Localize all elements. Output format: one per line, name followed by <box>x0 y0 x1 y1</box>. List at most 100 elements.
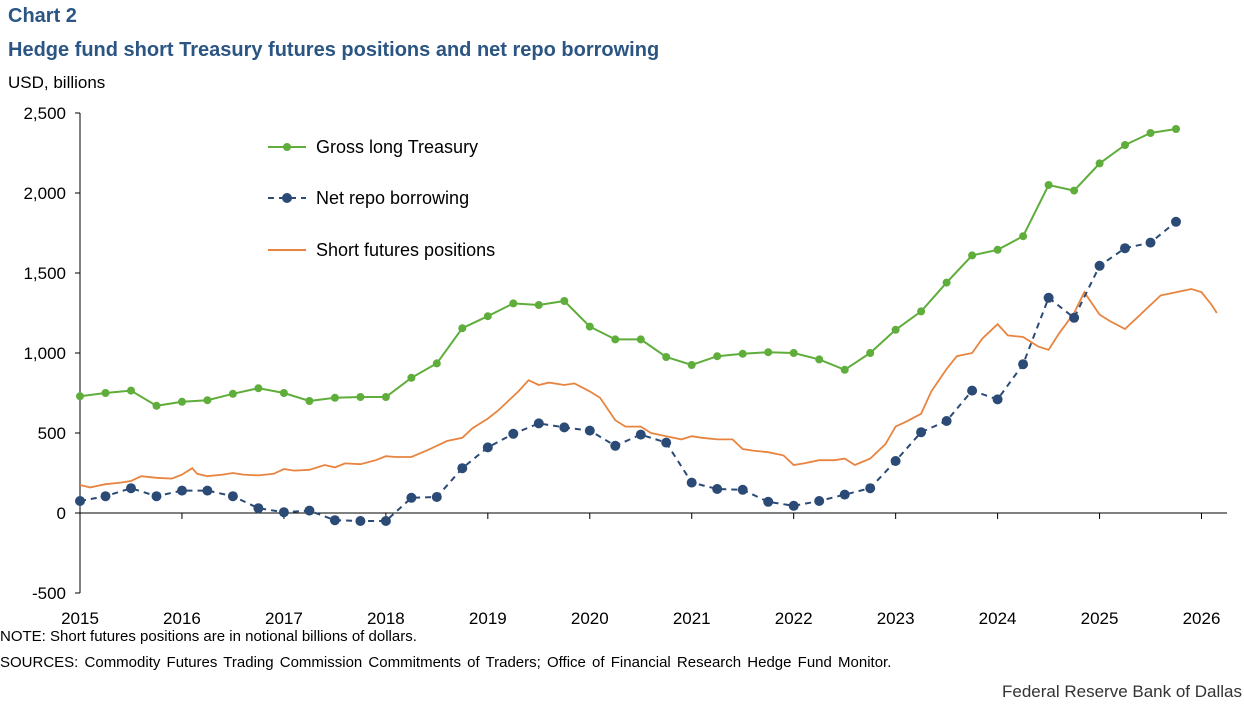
gross-long-treasury-point <box>509 299 518 308</box>
gross-long-treasury-point <box>942 278 951 287</box>
net-repo-borrowing-point <box>253 503 264 514</box>
y-tick-label: 0 <box>57 504 66 523</box>
gross-long-treasury-point <box>1019 232 1028 241</box>
net-repo-borrowing-point <box>126 483 136 494</box>
net-repo-borrowing-point <box>533 418 544 429</box>
x-tick-label: 2020 <box>571 609 609 628</box>
gross-long-treasury-point <box>305 397 314 405</box>
net-repo-borrowing-point <box>227 491 238 502</box>
gross-long-treasury-point <box>993 245 1002 254</box>
gross-long-treasury-point <box>1070 186 1079 195</box>
chart-axes: -500 0 500 1,000 1,500 2,000 2,500 2015 2016 2017… <box>23 104 1227 628</box>
gross-long-treasury-point <box>330 393 339 402</box>
gross-long-treasury-point <box>968 251 977 260</box>
footnote-note: NOTE: Short futures positions are in not… <box>0 628 417 645</box>
short-futures-positions-line <box>79 288 1218 489</box>
gross-long-treasury-point <box>611 335 620 344</box>
net-repo-borrowing-point <box>967 385 978 396</box>
gross-long-treasury-point <box>381 393 390 401</box>
x-tick-label: 2018 <box>367 609 405 628</box>
net-repo-borrowing-point <box>559 422 570 433</box>
gross-long-treasury-point <box>483 312 492 321</box>
x-tick-label: 2016 <box>163 609 201 628</box>
gross-long-treasury-point <box>636 335 645 344</box>
net-repo-borrowing-point <box>457 463 468 474</box>
net-repo-borrowing-point <box>763 496 774 507</box>
net-repo-borrowing-point <box>1120 243 1130 254</box>
y-tick-label: 1,500 <box>23 264 66 283</box>
chart-title: Hedge fund short Treasury futures positi… <box>8 39 660 61</box>
gross-long-treasury-point <box>1044 181 1053 189</box>
x-tick-label: 2026 <box>1183 609 1221 628</box>
net-repo-borrowing-point <box>712 484 723 494</box>
net-repo-borrowing-point <box>661 437 672 448</box>
legend-marker-net-repo-borrowing <box>282 193 292 203</box>
net-repo-borrowing-point <box>1171 216 1181 227</box>
net-repo-borrowing-point <box>686 477 697 488</box>
series-layer <box>75 125 1218 526</box>
x-tick-label: 2015 <box>61 609 99 628</box>
net-repo-borrowing-point <box>75 496 85 506</box>
net-repo-borrowing-point <box>941 416 952 426</box>
y-tick-label: 500 <box>38 424 66 443</box>
gross-long-treasury-point <box>815 355 824 364</box>
y-tick-label: 2,500 <box>23 104 66 123</box>
net-repo-borrowing-point <box>584 425 595 436</box>
gross-long-treasury-point <box>101 389 110 397</box>
gross-long-treasury-point <box>764 348 773 357</box>
net-repo-borrowing-point <box>406 492 417 503</box>
net-repo-borrowing-point <box>151 491 162 502</box>
net-repo-borrowing-point <box>1043 292 1054 303</box>
line-chart: -500 0 500 1,000 1,500 2,000 2,500 2015 2016 2017… <box>23 104 1227 628</box>
legend-label-net-repo-borrowing: Net repo borrowing <box>316 188 469 208</box>
legend-marker-gross-long-treasury <box>283 143 291 151</box>
chart-label: Chart 2 <box>8 5 77 27</box>
net-repo-borrowing-point <box>355 516 366 526</box>
legend-label-gross-long-treasury: Gross long Treasury <box>316 137 478 157</box>
gross-long-treasury-point <box>891 325 900 334</box>
gross-long-treasury-point <box>178 397 186 406</box>
net-repo-borrowing-point <box>865 483 876 494</box>
gross-long-treasury-point <box>585 322 594 331</box>
gross-long-treasury-point <box>917 307 926 316</box>
net-repo-borrowing-point <box>992 394 1003 405</box>
x-tick-label: 2022 <box>775 609 813 628</box>
gross-long-treasury-point <box>789 349 798 357</box>
gross-long-treasury-point <box>662 353 671 361</box>
gross-long-treasury-point <box>866 349 875 357</box>
gross-long-treasury-point <box>840 365 849 374</box>
x-tick-label: 2023 <box>877 609 915 628</box>
gross-long-treasury-point <box>152 401 161 410</box>
gross-long-treasury-point <box>738 349 747 358</box>
gross-long-treasury-point <box>356 393 365 401</box>
net-repo-borrowing-point <box>482 442 493 453</box>
net-repo-borrowing-point <box>177 485 187 496</box>
x-tick-label: 2021 <box>673 609 711 628</box>
gross-long-treasury-point <box>1095 159 1104 168</box>
net-repo-borrowing-point <box>814 496 825 506</box>
y-tick-label: -500 <box>32 584 66 603</box>
source-credit: Federal Reserve Bank of Dallas <box>1001 682 1242 701</box>
net-repo-borrowing-point <box>737 484 748 495</box>
gross-long-treasury-point <box>534 301 543 309</box>
net-repo-borrowing-point <box>278 507 289 518</box>
legend-label-short-futures-positions: Short futures positions <box>316 240 495 260</box>
gross-long-treasury-line <box>79 128 1177 407</box>
net-repo-borrowing-point <box>100 491 111 502</box>
gross-long-treasury-point <box>1121 141 1129 149</box>
chart-legend: Gross long Treasury Net repo borrowing Sho… <box>268 137 495 260</box>
net-repo-borrowing-line <box>79 221 1177 522</box>
gross-long-treasury-point <box>228 389 237 398</box>
net-repo-borrowing-point <box>1018 359 1029 370</box>
net-repo-borrowing-point <box>916 427 927 438</box>
y-axis-unit-label: USD, billions <box>8 73 106 92</box>
y-tick-label: 2,000 <box>23 184 66 203</box>
gross-long-treasury-point <box>279 389 288 397</box>
gross-long-treasury-point <box>432 359 441 368</box>
gross-long-treasury-point <box>76 392 84 401</box>
net-repo-borrowing-point <box>431 492 442 502</box>
net-repo-borrowing-point <box>202 485 213 496</box>
net-repo-borrowing-point <box>1094 260 1105 271</box>
net-repo-borrowing-point <box>839 489 850 500</box>
gross-long-treasury-point <box>254 384 263 393</box>
